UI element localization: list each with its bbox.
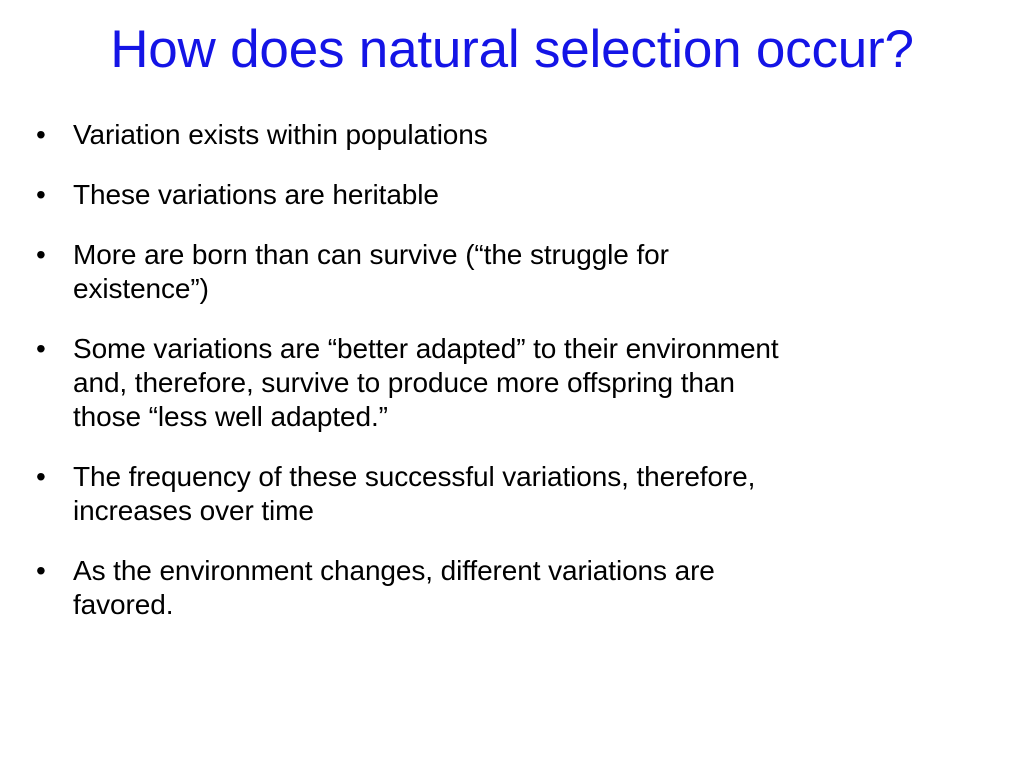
list-item: • The frequency of these successful vari… bbox=[30, 460, 982, 528]
list-item-text: Some variations are “better adapted” to … bbox=[73, 333, 779, 432]
bullet-point-icon: • bbox=[36, 461, 46, 492]
list-item-text: As the environment changes, different va… bbox=[73, 555, 715, 620]
bullet-point-icon: • bbox=[36, 239, 46, 270]
bullet-list: • Variation exists within populations • … bbox=[30, 118, 982, 622]
bullet-point-icon: • bbox=[36, 179, 46, 210]
list-item: • As the environment changes, different … bbox=[30, 554, 982, 622]
list-item: • Some variations are “better adapted” t… bbox=[30, 332, 982, 434]
list-item-text: More are born than can survive (“the str… bbox=[73, 239, 669, 304]
list-item-text: Variation exists within populations bbox=[73, 119, 488, 150]
bullet-point-icon: • bbox=[36, 333, 46, 364]
list-item-text: The frequency of these successful variat… bbox=[73, 461, 756, 526]
page-title: How does natural selection occur? bbox=[110, 20, 914, 79]
bullet-point-icon: • bbox=[36, 119, 46, 150]
list-item-text: These variations are heritable bbox=[73, 179, 439, 210]
list-item: • Variation exists within populations bbox=[30, 118, 982, 152]
list-item: • These variations are heritable bbox=[30, 178, 982, 212]
list-item: • More are born than can survive (“the s… bbox=[30, 238, 982, 306]
bullet-point-icon: • bbox=[36, 555, 46, 586]
